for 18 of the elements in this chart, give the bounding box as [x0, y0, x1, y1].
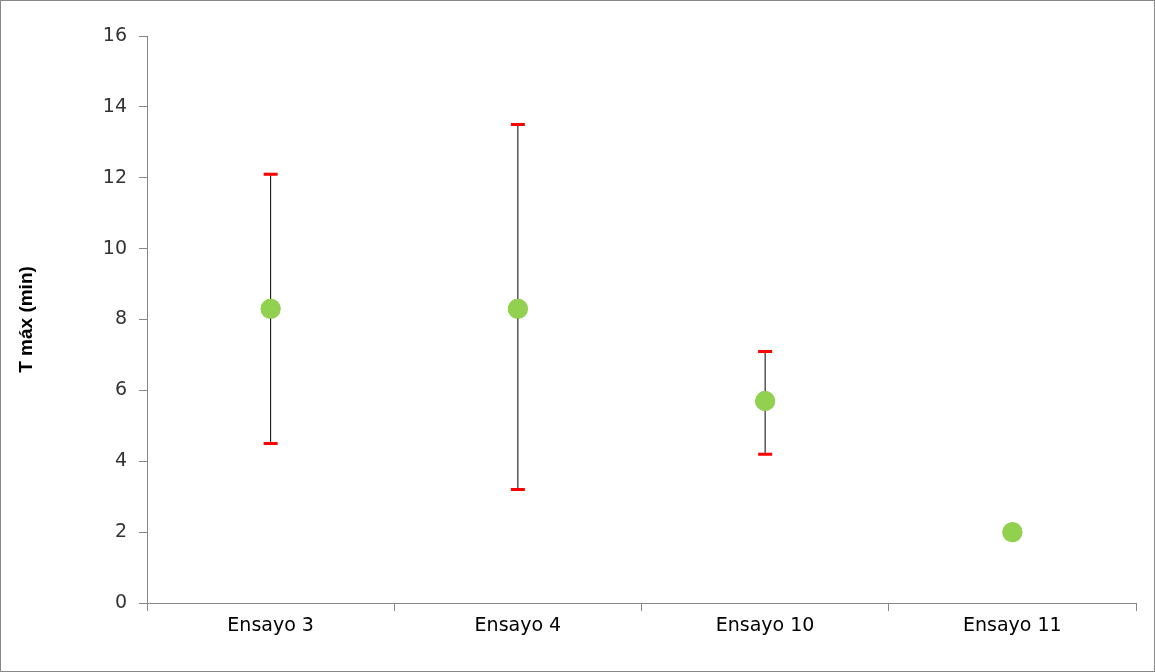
- y-tick-label: 2: [114, 519, 127, 542]
- point: [507, 298, 528, 319]
- y-tick-label: 0: [114, 589, 127, 612]
- y-tick-label: 16: [102, 22, 127, 45]
- y-tick-label: 14: [102, 93, 127, 116]
- point: [1002, 522, 1023, 543]
- y-tick-label: 12: [102, 164, 127, 187]
- y-tick-label: 6: [114, 377, 127, 400]
- y-tick-label: 4: [114, 448, 127, 471]
- y-tick-label: 8: [114, 306, 127, 329]
- x-tick-label: Ensayo 4: [474, 613, 562, 636]
- point: [755, 391, 776, 412]
- x-tick-label: Ensayo 3: [227, 613, 314, 636]
- y-axis-title: T máx (min): [14, 266, 36, 373]
- x-tick-label: Ensayo 10: [715, 613, 815, 636]
- point: [260, 298, 281, 319]
- x-tick-label: Ensayo 11: [963, 613, 1062, 636]
- y-tick-label: 10: [102, 235, 127, 258]
